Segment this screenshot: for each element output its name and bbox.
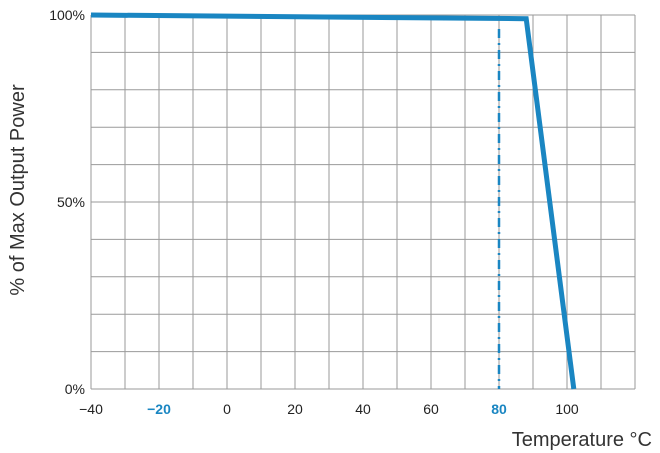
grid	[90, 14, 636, 390]
x-tick-label: −20	[147, 401, 171, 417]
y-axis-title: % of Max Output Power	[7, 84, 29, 296]
x-tick-label: 80	[491, 401, 507, 417]
x-tick-label: −40	[79, 401, 103, 417]
x-tick-label: 60	[423, 401, 439, 417]
x-tick-label: 40	[355, 401, 371, 417]
y-axis-ticks: 0% 50% 100%	[49, 7, 85, 397]
x-tick-label: 20	[287, 401, 303, 417]
x-axis-ticks: −40 −20 0 20 40 60 80 100	[79, 401, 579, 417]
x-tick-label: 100	[555, 401, 579, 417]
series	[90, 12, 577, 390]
x-axis-title: Temperature °C	[512, 429, 652, 451]
series-line	[90, 12, 577, 390]
x-tick-label: 0	[223, 401, 231, 417]
y-tick-label: 0%	[65, 381, 85, 397]
y-tick-label: 50%	[57, 194, 85, 210]
y-tick-label: 100%	[49, 7, 85, 23]
